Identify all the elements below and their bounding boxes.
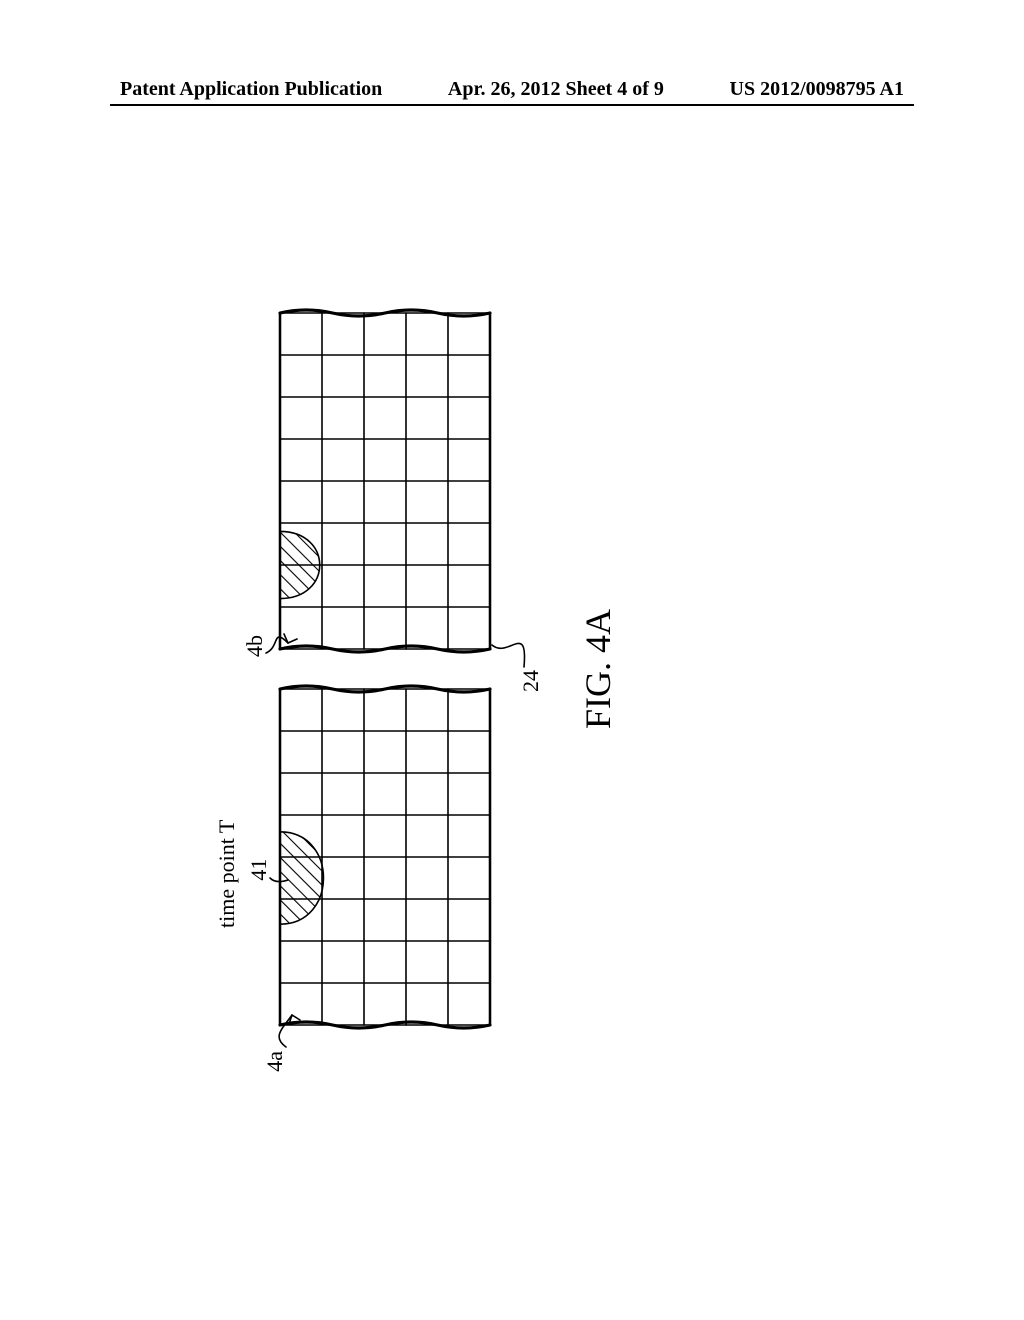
svg-text:FIG. 4A: FIG. 4A (578, 609, 618, 729)
svg-text:4a: 4a (262, 1051, 287, 1072)
svg-text:24: 24 (518, 670, 543, 692)
header-center: Apr. 26, 2012 Sheet 4 of 9 (448, 78, 664, 101)
page: Patent Application Publication Apr. 26, … (0, 0, 1024, 1320)
figure-svg: time point T 41 4a 4b 24 FIG. 4A (120, 150, 904, 1150)
svg-text:41: 41 (246, 859, 271, 881)
figure-4a: time point T 41 4a 4b 24 FIG. 4A (120, 150, 904, 1150)
svg-text:time point T: time point T (214, 819, 239, 928)
svg-text:4b: 4b (242, 635, 267, 657)
header-left: Patent Application Publication (120, 78, 382, 101)
header-right: US 2012/0098795 A1 (730, 78, 904, 101)
header-rule (110, 104, 914, 106)
page-header: Patent Application Publication Apr. 26, … (0, 78, 1024, 101)
